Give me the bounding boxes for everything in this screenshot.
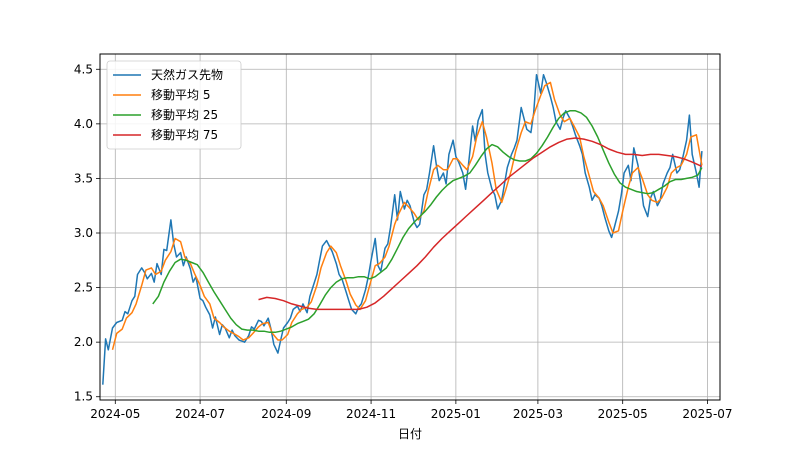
- x-tick-label: 2025-03: [513, 407, 563, 421]
- plot-frame: [99, 53, 721, 401]
- x-axis-label: 日付: [398, 427, 422, 441]
- x-tick-label: 2024-11: [346, 407, 396, 421]
- series-line-3: [258, 137, 703, 311]
- x-tick-label: 2024-07: [175, 407, 225, 421]
- y-tick-label: 3.0: [74, 226, 93, 240]
- y-tick-label: 2.5: [74, 281, 93, 295]
- series-line-2: [152, 110, 703, 334]
- y-tick-label: 1.5: [74, 390, 93, 404]
- legend-label-2: 移動平均 25: [151, 108, 218, 122]
- legend-box: [106, 60, 242, 150]
- legend-label-3: 移動平均 75: [151, 128, 218, 142]
- x-tick-label: 2024-05: [90, 407, 140, 421]
- legend-label-0: 天然ガス先物: [151, 67, 223, 82]
- y-tick-label: 4.0: [74, 117, 93, 131]
- x-tick-label: 2025-05: [598, 407, 648, 421]
- legend-label-1: 移動平均 5: [151, 88, 210, 102]
- y-tick-label: 4.5: [74, 62, 93, 76]
- y-tick-label: 2.0: [74, 335, 93, 349]
- x-tick-label: 2025-01: [431, 407, 481, 421]
- x-tick-label: 2024-09: [261, 407, 311, 421]
- series-line-1: [111, 81, 703, 350]
- series-layer: [102, 73, 703, 385]
- series-line-0: [102, 73, 703, 385]
- ticks-layer: 2024-05 2024-07 2024-09 2024-11 2025-01 2025-…: [74, 62, 733, 421]
- x-tick-label: 2025-07: [682, 407, 732, 421]
- y-tick-label: 3.5: [74, 171, 93, 185]
